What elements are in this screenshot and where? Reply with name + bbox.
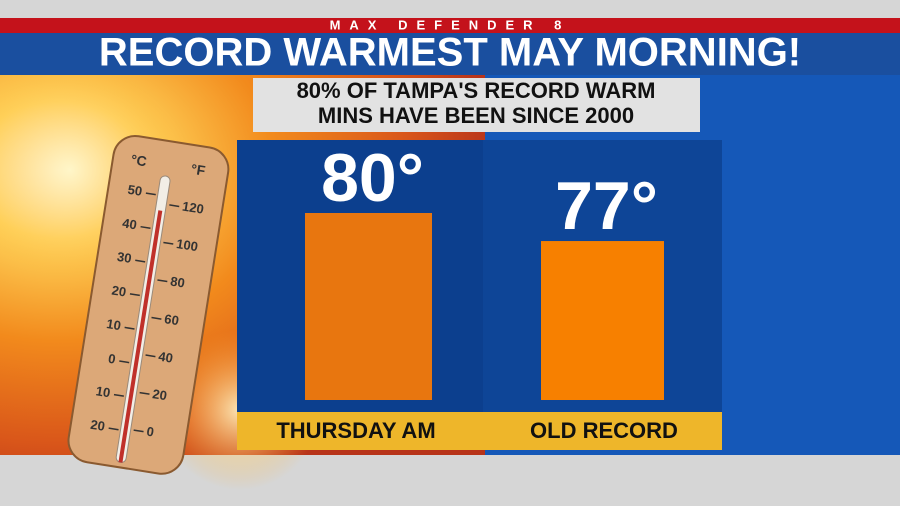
f-scale-tick xyxy=(133,429,144,433)
category-label: OLD RECORD xyxy=(530,418,678,443)
f-scale-tick xyxy=(145,354,156,358)
c-scale-label: 50 xyxy=(127,182,144,199)
c-unit: °C xyxy=(130,151,148,169)
f-scale-label: 20 xyxy=(151,386,168,403)
title: RECORD WARMEST MAY MORNING! xyxy=(99,31,801,75)
f-scale-label: 40 xyxy=(157,349,174,366)
c-scale-tick xyxy=(129,293,140,297)
c-scale-label: 10 xyxy=(95,383,112,400)
f-scale-label: 0 xyxy=(145,424,154,440)
c-scale-tick xyxy=(108,427,119,431)
value-label: 77° xyxy=(555,168,658,244)
value-label: 80° xyxy=(321,140,424,216)
f-scale-tick xyxy=(157,279,168,283)
f-scale-tick xyxy=(163,241,174,245)
category-label: THURSDAY AM xyxy=(276,418,435,443)
subtitle-box xyxy=(253,78,700,132)
c-scale-label: 20 xyxy=(111,283,128,300)
chart-subtitle: MINS HAVE BEEN SINCE 2000 xyxy=(318,103,634,128)
title-bar xyxy=(0,33,900,75)
f-scale-tick xyxy=(151,316,162,320)
c-scale-tick xyxy=(124,326,135,330)
c-scale-label: 40 xyxy=(121,215,138,232)
f-scale-label: 100 xyxy=(175,236,199,254)
c-scale-tick xyxy=(140,225,151,229)
c-scale-label: 20 xyxy=(89,417,106,434)
c-scale-label: 0 xyxy=(107,351,116,367)
bar xyxy=(541,241,664,400)
c-scale-tick xyxy=(113,393,124,397)
c-scale-tick xyxy=(135,259,146,263)
c-scale-label: 30 xyxy=(116,249,133,266)
f-scale-label: 60 xyxy=(163,311,180,328)
chart-subtitle: 80% OF TAMPA'S RECORD WARM xyxy=(297,78,656,103)
c-scale-tick xyxy=(145,192,156,196)
f-scale-label: 80 xyxy=(169,274,186,291)
thermometer-mercury xyxy=(118,210,163,463)
c-scale-label: 10 xyxy=(105,316,122,333)
f-scale-tick xyxy=(139,391,150,395)
brand-bar xyxy=(0,18,900,33)
f-scale-label: 120 xyxy=(181,198,205,216)
label-box xyxy=(237,412,483,450)
bar xyxy=(305,213,432,400)
f-scale-tick xyxy=(169,204,180,208)
label-box xyxy=(483,412,722,450)
c-scale-tick xyxy=(119,360,130,364)
f-unit: °F xyxy=(190,161,207,179)
brand: MAX DEFENDER 8 xyxy=(330,17,571,32)
